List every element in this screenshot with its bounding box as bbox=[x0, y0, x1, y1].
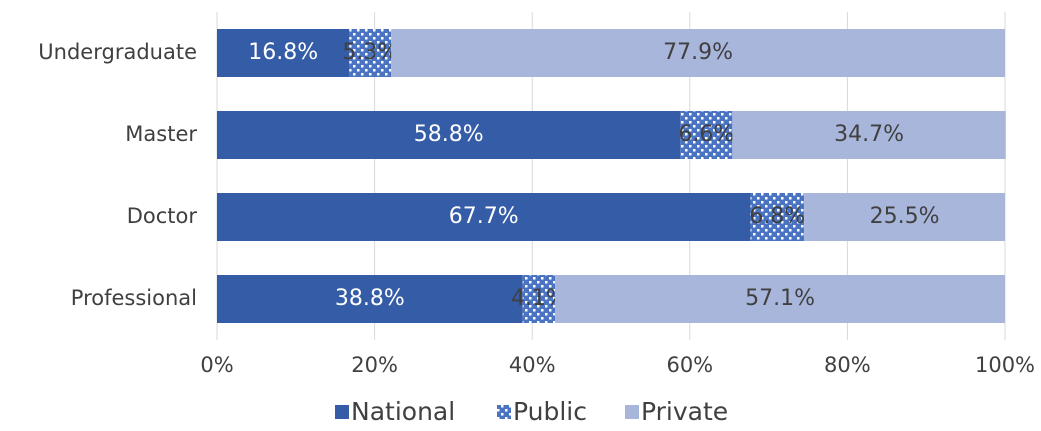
data-label: 67.7% bbox=[449, 204, 519, 229]
x-tick-label: 0% bbox=[200, 353, 233, 377]
data-label: 77.9% bbox=[663, 40, 733, 65]
bar-segment bbox=[349, 29, 392, 77]
bar-segment bbox=[217, 111, 681, 159]
bar-segment bbox=[217, 275, 523, 323]
legend-swatch bbox=[335, 405, 349, 419]
bar-segment bbox=[217, 29, 350, 77]
legend-label: Private bbox=[641, 397, 728, 426]
bar-segment bbox=[555, 275, 1005, 323]
data-label: 6.6% bbox=[678, 122, 734, 147]
legend-swatch bbox=[497, 405, 511, 419]
data-label: 57.1% bbox=[745, 286, 815, 311]
bar-segment bbox=[750, 193, 805, 241]
data-label: 16.8% bbox=[248, 40, 318, 65]
y-tick-label: Doctor bbox=[127, 204, 198, 228]
bar-segment bbox=[522, 275, 556, 323]
x-tick-label: 40% bbox=[509, 353, 556, 377]
bar-segment bbox=[732, 111, 1006, 159]
data-label: 34.7% bbox=[834, 122, 904, 147]
bar-segment bbox=[804, 193, 1005, 241]
legend-swatch bbox=[625, 405, 639, 419]
data-label: 58.8% bbox=[414, 122, 484, 147]
y-tick-label: Master bbox=[125, 122, 197, 146]
bar-segment bbox=[391, 29, 1005, 77]
y-tick-label: Professional bbox=[71, 286, 197, 310]
x-tick-label: 80% bbox=[824, 353, 871, 377]
data-label: 25.5% bbox=[870, 204, 940, 229]
legend-label: Public bbox=[513, 397, 587, 426]
x-tick-label: 60% bbox=[666, 353, 713, 377]
bar-segment bbox=[217, 193, 751, 241]
y-tick-label: Undergraduate bbox=[38, 40, 197, 64]
x-tick-label: 100% bbox=[975, 353, 1035, 377]
legend-label: National bbox=[351, 397, 455, 426]
data-label: 38.8% bbox=[335, 286, 405, 311]
x-tick-label: 20% bbox=[351, 353, 398, 377]
data-label: 6.8% bbox=[749, 204, 805, 229]
data-label: 5.3% bbox=[342, 40, 398, 65]
bar-segment bbox=[680, 111, 733, 159]
